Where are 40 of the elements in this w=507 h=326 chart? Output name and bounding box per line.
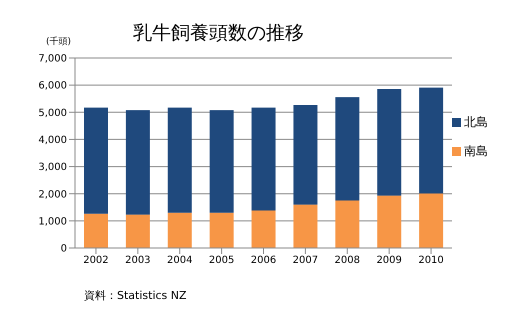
bar: [84, 108, 108, 214]
x-tick-label: 2006: [250, 255, 276, 266]
y-tick-label: 1,000: [38, 216, 67, 228]
bar: [419, 88, 444, 194]
bar: [293, 104, 318, 205]
x-tick-label: 2005: [208, 255, 234, 266]
bar: [168, 212, 192, 248]
y-tick-label: 0: [60, 244, 67, 255]
bar: [84, 214, 108, 248]
x-tick-label: 2010: [418, 255, 444, 266]
bar: [210, 110, 234, 213]
x-tick-label: 2002: [83, 255, 109, 266]
x-tick-label: 2003: [125, 255, 151, 266]
bar: [210, 212, 234, 248]
legend-label: 南島: [464, 143, 488, 160]
bar: [335, 200, 360, 248]
x-tick-label: 2007: [292, 255, 318, 266]
y-axis-title: (千頭): [46, 36, 72, 48]
x-tick-label: 2009: [376, 255, 402, 266]
bar: [419, 193, 444, 248]
x-tick-label: 2008: [334, 255, 360, 266]
text: 資料：Statistics NZ: [84, 288, 187, 303]
y-tick-label: 2,000: [38, 189, 67, 200]
x-tick-label: 2004: [166, 255, 192, 266]
y-tick-label: 6,000: [38, 80, 67, 92]
y-tick-label: 4,000: [38, 134, 67, 146]
bar: [293, 204, 318, 248]
bar: [377, 196, 402, 248]
bar: [252, 108, 276, 211]
bar: [377, 88, 402, 196]
bar: [335, 97, 360, 200]
y-tick-label: 5,000: [38, 108, 67, 119]
y-tick-label: 3,000: [38, 162, 67, 174]
chart-title: 乳牛飼養頭数の推移: [133, 21, 304, 46]
legend-label: 北島: [464, 114, 488, 131]
bar: [252, 210, 276, 248]
bar: [126, 214, 150, 248]
bar: [168, 108, 192, 213]
y-tick-label: 7,000: [38, 54, 67, 65]
bar: [126, 110, 150, 215]
